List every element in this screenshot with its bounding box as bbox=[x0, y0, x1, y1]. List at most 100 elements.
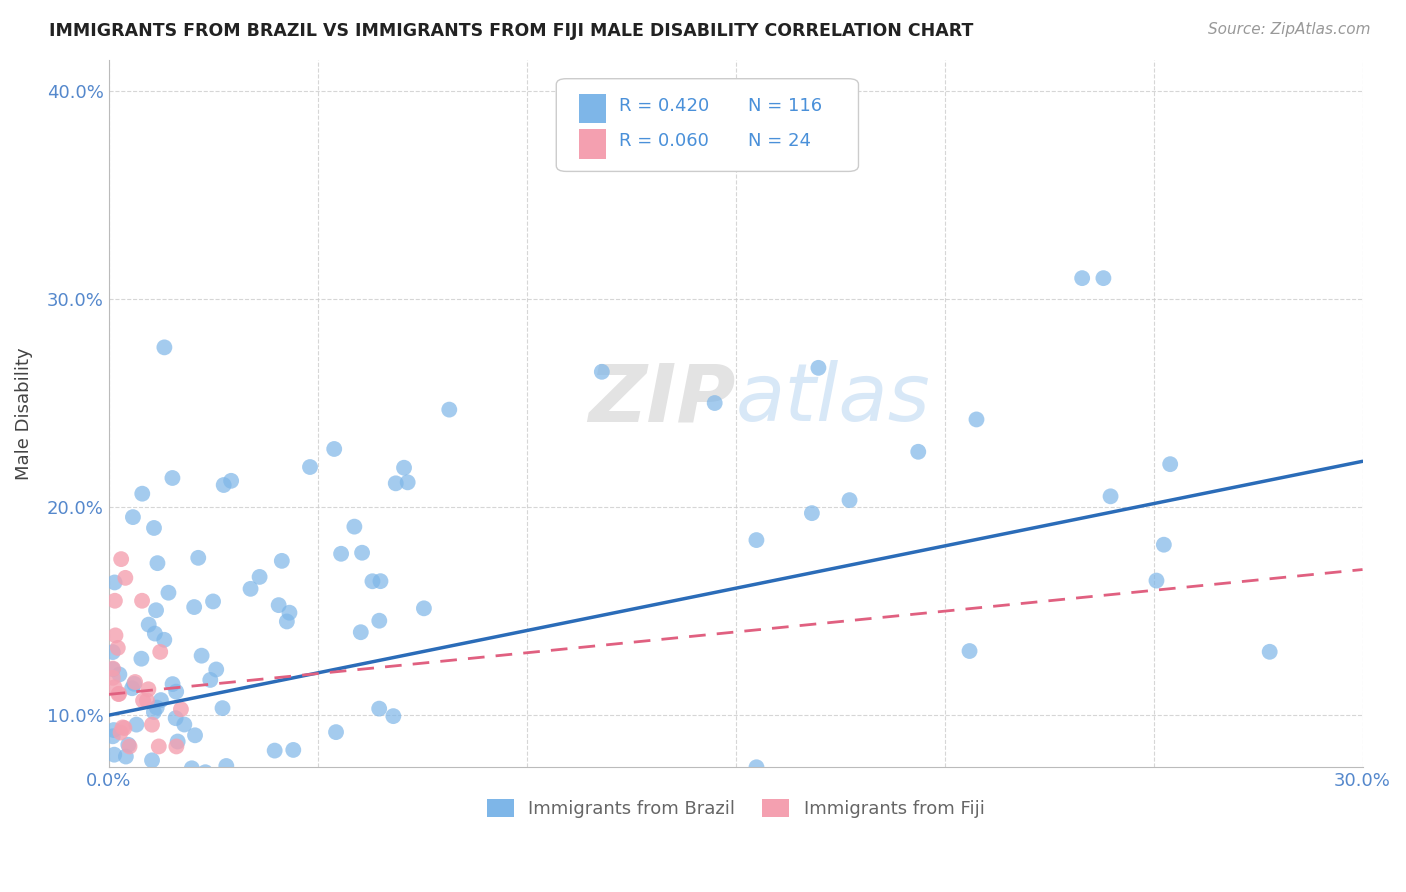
Point bbox=[104, 593, 127, 607]
Point bbox=[325, 725, 347, 739]
Point bbox=[1071, 271, 1094, 285]
Point bbox=[112, 771, 135, 785]
Point bbox=[131, 593, 153, 607]
Point bbox=[117, 738, 139, 752]
Point bbox=[323, 442, 346, 456]
Point bbox=[131, 486, 153, 500]
Point bbox=[249, 570, 271, 584]
Point bbox=[115, 771, 138, 785]
Point bbox=[184, 728, 207, 742]
Point bbox=[211, 701, 233, 715]
Point bbox=[114, 571, 136, 585]
Point bbox=[132, 693, 155, 707]
Point bbox=[352, 546, 374, 560]
Point bbox=[384, 476, 406, 491]
Point bbox=[159, 771, 181, 785]
Point bbox=[361, 574, 384, 589]
Point bbox=[190, 648, 212, 663]
Point bbox=[139, 771, 162, 785]
Text: R = 0.060: R = 0.060 bbox=[619, 132, 709, 150]
Point bbox=[125, 717, 148, 731]
Point bbox=[212, 478, 235, 492]
Point bbox=[838, 493, 860, 508]
Point bbox=[118, 739, 141, 754]
Point bbox=[110, 552, 132, 566]
Point bbox=[745, 760, 768, 774]
FancyBboxPatch shape bbox=[579, 129, 606, 159]
Point bbox=[101, 662, 124, 676]
Point bbox=[1146, 574, 1168, 588]
Point bbox=[141, 753, 163, 767]
Point bbox=[263, 771, 285, 785]
Point bbox=[110, 725, 132, 739]
Text: R = 0.420: R = 0.420 bbox=[619, 96, 709, 114]
Point bbox=[145, 700, 167, 714]
Point bbox=[101, 662, 124, 676]
Text: Source: ZipAtlas.com: Source: ZipAtlas.com bbox=[1208, 22, 1371, 37]
Point bbox=[173, 717, 195, 731]
Text: N = 24: N = 24 bbox=[748, 132, 811, 150]
Point bbox=[149, 771, 172, 785]
Point bbox=[104, 575, 127, 590]
Point bbox=[146, 556, 169, 570]
Y-axis label: Male Disability: Male Disability bbox=[15, 347, 32, 480]
Point bbox=[1258, 645, 1281, 659]
Point bbox=[259, 771, 281, 785]
Point bbox=[145, 603, 167, 617]
Point bbox=[165, 711, 187, 725]
Point bbox=[153, 771, 176, 785]
Point bbox=[141, 717, 163, 731]
Point bbox=[368, 701, 391, 715]
Point bbox=[101, 671, 124, 685]
Point bbox=[481, 771, 503, 785]
Point bbox=[267, 598, 290, 612]
Point bbox=[239, 582, 262, 596]
Point bbox=[138, 682, 160, 697]
Point bbox=[278, 771, 301, 785]
Point bbox=[111, 720, 134, 734]
Text: IMMIGRANTS FROM BRAZIL VS IMMIGRANTS FROM FIJI MALE DISABILITY CORRELATION CHART: IMMIGRANTS FROM BRAZIL VS IMMIGRANTS FRO… bbox=[49, 22, 973, 40]
Point bbox=[131, 651, 153, 665]
Point bbox=[219, 474, 242, 488]
Point bbox=[959, 644, 981, 658]
Point bbox=[193, 771, 215, 785]
Point bbox=[104, 771, 127, 785]
Point bbox=[104, 628, 127, 642]
Text: ZIP: ZIP bbox=[588, 360, 735, 438]
Point bbox=[202, 594, 225, 608]
Point bbox=[343, 519, 366, 533]
Point bbox=[121, 681, 143, 696]
Point bbox=[103, 747, 125, 762]
Point bbox=[149, 645, 172, 659]
Point bbox=[107, 640, 129, 655]
Legend: Immigrants from Brazil, Immigrants from Fiji: Immigrants from Brazil, Immigrants from … bbox=[479, 792, 991, 825]
Point bbox=[143, 521, 166, 535]
Point bbox=[183, 600, 205, 615]
Point bbox=[157, 585, 180, 599]
Point bbox=[907, 444, 929, 458]
Point bbox=[187, 550, 209, 565]
Point bbox=[439, 402, 461, 417]
Point bbox=[1153, 538, 1175, 552]
Point bbox=[142, 705, 165, 719]
Point bbox=[396, 475, 419, 490]
Text: atlas: atlas bbox=[735, 360, 931, 438]
Point bbox=[162, 471, 184, 485]
Point bbox=[132, 771, 155, 785]
Point bbox=[101, 729, 124, 743]
Point bbox=[807, 360, 830, 375]
Point bbox=[125, 771, 148, 785]
Point bbox=[392, 460, 415, 475]
Point bbox=[200, 673, 222, 687]
Point bbox=[118, 771, 141, 785]
Point bbox=[276, 615, 298, 629]
Point bbox=[103, 723, 125, 737]
Point bbox=[138, 617, 160, 632]
FancyBboxPatch shape bbox=[579, 94, 606, 123]
Point bbox=[115, 749, 138, 764]
Point bbox=[492, 771, 515, 785]
Point bbox=[179, 771, 201, 785]
Point bbox=[103, 680, 125, 694]
Point bbox=[800, 506, 823, 520]
Point bbox=[1099, 489, 1122, 503]
